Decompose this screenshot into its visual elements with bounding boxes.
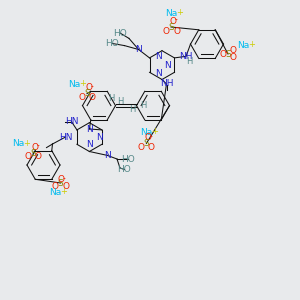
Text: HN: HN <box>59 133 72 142</box>
Text: N: N <box>86 124 93 134</box>
Text: +: + <box>176 8 183 17</box>
Text: -: - <box>150 133 153 142</box>
Text: Na: Na <box>140 128 152 137</box>
Text: +: + <box>152 127 158 136</box>
Text: H: H <box>186 57 193 66</box>
Text: O: O <box>144 134 152 142</box>
Text: NH: NH <box>179 52 193 61</box>
Text: O: O <box>162 27 169 36</box>
Text: O: O <box>62 182 69 191</box>
Text: +: + <box>248 40 255 49</box>
Text: O: O <box>138 143 145 152</box>
Text: N: N <box>156 69 162 78</box>
Text: -: - <box>225 49 228 58</box>
Text: HO: HO <box>106 39 119 48</box>
Text: O: O <box>85 83 92 92</box>
Text: HO: HO <box>122 154 135 164</box>
Text: Na: Na <box>237 41 249 50</box>
Text: Na: Na <box>13 140 25 148</box>
Text: O: O <box>34 152 42 161</box>
Text: +: + <box>80 79 86 88</box>
Text: S: S <box>84 89 90 98</box>
Text: O: O <box>173 27 181 36</box>
Text: Na: Na <box>50 188 61 197</box>
Text: O: O <box>78 93 85 102</box>
Text: H: H <box>117 98 123 106</box>
Text: HN: HN <box>65 117 78 126</box>
Text: Na: Na <box>68 80 80 89</box>
Text: S: S <box>30 148 36 158</box>
Text: +: + <box>24 139 30 148</box>
Text: N: N <box>96 133 103 142</box>
Text: Na: Na <box>165 9 177 18</box>
Text: O: O <box>219 50 226 58</box>
Text: N: N <box>135 45 142 54</box>
Text: HO: HO <box>113 28 127 38</box>
Text: O: O <box>169 16 176 26</box>
Text: S: S <box>168 22 174 32</box>
Text: O: O <box>230 53 237 62</box>
Text: O: O <box>57 175 64 184</box>
Text: NH: NH <box>160 80 173 88</box>
Text: O: O <box>52 182 59 191</box>
Text: -: - <box>63 174 66 183</box>
Text: O: O <box>31 142 38 152</box>
Text: -: - <box>91 82 94 91</box>
Text: HO: HO <box>118 165 131 174</box>
Text: H: H <box>140 101 147 110</box>
Text: N: N <box>86 140 93 149</box>
Text: O: O <box>148 143 155 152</box>
Text: H: H <box>108 94 114 103</box>
Text: N: N <box>156 52 162 61</box>
Text: S: S <box>143 139 149 148</box>
Text: O: O <box>24 152 32 161</box>
Text: O: O <box>230 46 237 55</box>
Text: -: - <box>37 142 40 151</box>
Text: N: N <box>164 61 171 70</box>
Text: +: + <box>61 187 67 196</box>
Text: -: - <box>175 16 178 25</box>
Text: O: O <box>88 93 96 102</box>
Text: N: N <box>104 151 111 160</box>
Text: S: S <box>225 50 231 58</box>
Text: H: H <box>129 105 135 114</box>
Text: S: S <box>58 178 64 188</box>
